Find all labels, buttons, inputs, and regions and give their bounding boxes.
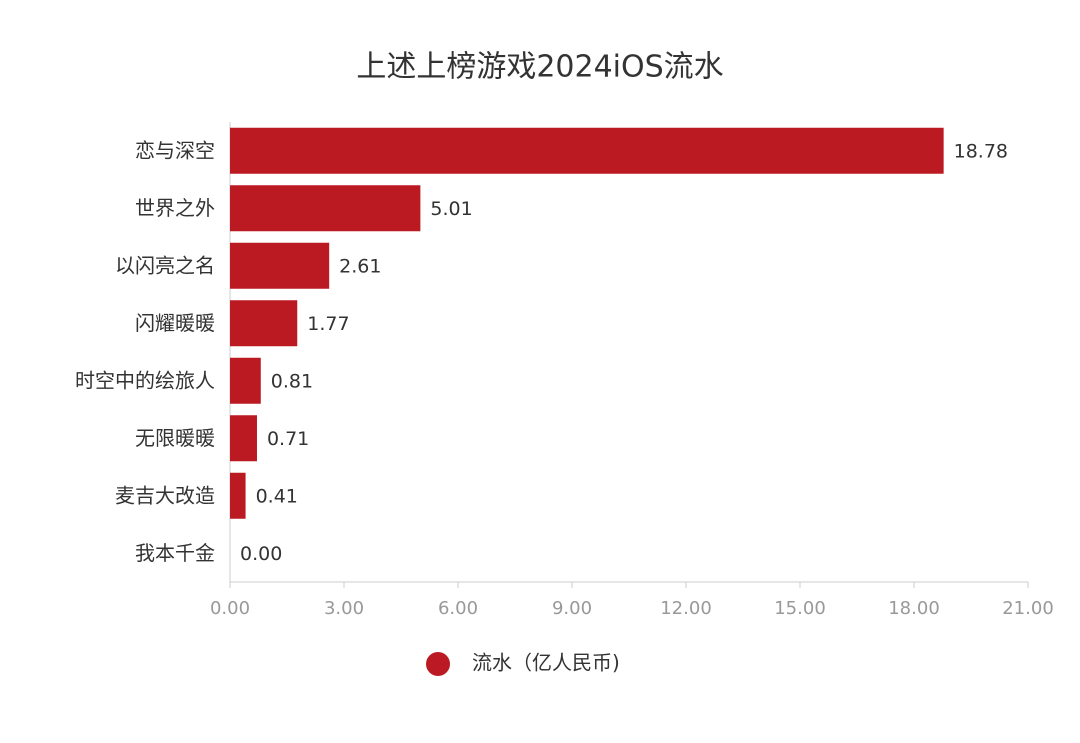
y-tick-label: 闪耀暖暖 [135,311,215,335]
bar [230,472,246,519]
value-label: 0.71 [267,428,309,450]
y-tick-label: 世界之外 [135,196,215,220]
value-label: 0.81 [271,370,313,392]
value-label: 1.77 [307,313,349,335]
x-tick-label: 21.00 [1002,598,1054,619]
x-tick-label: 18.00 [888,598,940,619]
value-label: 0.41 [256,485,298,507]
bar [230,415,257,462]
value-label: 5.01 [430,198,472,220]
bar [230,300,298,347]
x-tick-label: 0.00 [210,598,250,619]
y-tick-label: 麦吉大改造 [115,483,215,507]
x-tick-label: 12.00 [660,598,712,619]
bar [230,357,261,404]
y-tick-label: 时空中的绘旅人 [75,368,215,392]
y-tick-label: 以闪亮之名 [115,253,215,277]
x-tick-label: 3.00 [324,598,364,619]
bar [230,242,330,289]
x-tick-label: 6.00 [438,598,478,619]
bar [230,185,421,232]
x-tick-label: 15.00 [774,598,826,619]
value-label: 2.61 [339,255,381,277]
y-tick-label: 无限暖暖 [135,426,215,450]
bar [230,127,944,174]
legend-label: 流水（亿人民币) [472,651,620,675]
legend-marker [426,652,450,676]
value-label: 18.78 [954,140,1008,162]
value-label: 0.00 [240,543,282,565]
chart-title: 上述上榜游戏2024iOS流水 [356,50,723,85]
y-tick-label: 恋与深空 [135,138,215,162]
x-tick-label: 9.00 [552,598,592,619]
y-tick-label: 我本千金 [135,541,215,565]
